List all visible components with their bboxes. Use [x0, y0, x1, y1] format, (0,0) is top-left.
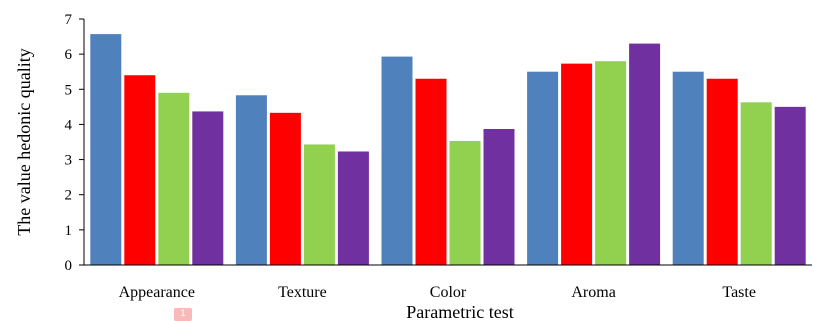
bar-color-series-1	[381, 56, 413, 265]
bar-color-series-3	[449, 140, 481, 265]
bar-appearance-series-1	[90, 34, 122, 266]
bar-taste-series-1	[672, 71, 704, 265]
y-tick-label: 3	[65, 153, 73, 169]
bar-texture-series-2	[269, 112, 301, 266]
x-category-labels: Appearance Texture Color Aroma Taste	[119, 284, 756, 301]
bar-appearance-series-3	[158, 92, 190, 265]
bars-group	[90, 34, 806, 266]
bar-taste-series-3	[740, 102, 772, 265]
bar-appearance-series-4	[192, 111, 224, 265]
y-tick-label: 2	[65, 188, 73, 204]
bar-color-series-4	[483, 128, 515, 265]
bar-aroma-series-2	[561, 63, 593, 266]
x-axis-title: Parametric test	[406, 302, 513, 321]
y-ticks-group: 0 1 2 3 4 5 6 7	[65, 12, 84, 274]
x-category-label-appearance: Appearance	[119, 284, 195, 301]
bar-aroma-series-1	[527, 71, 559, 265]
bar-texture-series-4	[337, 151, 369, 265]
bar-taste-series-2	[706, 78, 738, 265]
x-category-label-color: Color	[430, 284, 467, 301]
y-tick-label: 4	[65, 117, 73, 133]
y-tick-label: 5	[65, 82, 73, 98]
bar-texture-series-1	[235, 95, 267, 265]
y-tick-label: 6	[65, 47, 73, 63]
x-category-label-aroma: Aroma	[571, 284, 615, 301]
y-axis-title: The value hedonic quality	[14, 48, 34, 235]
y-tick-label: 7	[65, 12, 73, 28]
bar-taste-series-4	[774, 106, 806, 265]
x-category-label-taste: Taste	[722, 284, 756, 301]
bar-aroma-series-4	[629, 43, 661, 265]
bar-texture-series-3	[303, 144, 335, 265]
y-tick-label: 0	[65, 258, 73, 274]
bar-aroma-series-3	[595, 61, 627, 265]
page-badge: 1	[174, 308, 192, 321]
y-tick-label: 1	[65, 223, 73, 239]
x-category-label-texture: Texture	[278, 284, 327, 301]
bar-appearance-series-2	[124, 75, 156, 265]
bar-color-series-2	[415, 78, 447, 265]
